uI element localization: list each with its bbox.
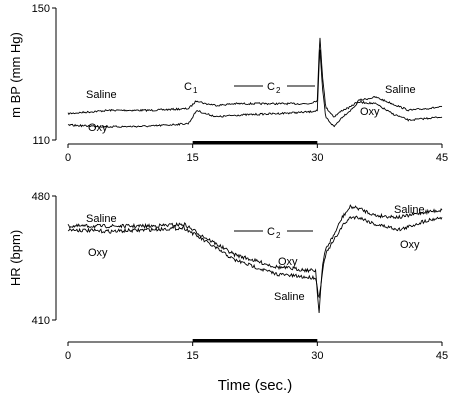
hr-c2-subscript: 2 [276, 231, 281, 240]
bp-annotation-c2: C 2 [234, 81, 315, 95]
bp-series-lines [67, 37, 443, 129]
hr-y-tick-label-480: 480 [32, 191, 50, 203]
hr-x-tick-label-15: 15 [187, 350, 199, 362]
bp-x-tick-label-15: 15 [187, 152, 199, 164]
bp-panel: m BP (mm Hg) 150 110 0 15 30 45 Saline Oxy … [8, 3, 448, 164]
x-axis-label: Time (sec.) [218, 377, 292, 394]
hr-c2-letter: C [267, 226, 275, 238]
bp-c1-letter: C [184, 81, 192, 93]
hr-series-lines [67, 204, 443, 314]
bp-c2-subscript: 2 [276, 86, 281, 95]
hr-label-oxy-left: Oxy [88, 247, 108, 259]
bp-y-tick-label-110: 110 [32, 135, 50, 147]
hr-series-saline [67, 204, 443, 314]
hr-x-tick-label-0: 0 [65, 350, 71, 362]
bp-series-oxy [67, 49, 443, 129]
hr-label-oxy-right: Oxy [400, 239, 420, 251]
bp-treatment-bar [192, 141, 318, 144]
bp-c2-letter: C [267, 81, 275, 93]
hr-label-saline-right: Saline [394, 204, 425, 216]
bp-series-saline [67, 37, 443, 118]
bp-label-oxy-right: Oxy [360, 106, 380, 118]
hr-panel: HR (bpm) 480 410 0 15 30 45 Saline Oxy Oxy … [8, 191, 448, 394]
bp-x-tick-label-0: 0 [65, 152, 71, 164]
bp-x-tick-label-30: 30 [311, 152, 323, 164]
hr-x-ticks: 0 15 30 45 [65, 342, 448, 362]
bp-y-tick-label-150: 150 [32, 3, 50, 15]
hr-treatment-bar [192, 339, 318, 342]
bp-label-saline-left: Saline [86, 89, 117, 101]
hr-series-oxy [67, 215, 443, 299]
bp-c1-subscript: 1 [193, 86, 198, 95]
bp-x-tick-label-45: 45 [436, 152, 448, 164]
bp-y-axis-label: m BP (mm Hg) [8, 32, 23, 118]
bp-x-ticks: 0 15 30 45 [65, 144, 448, 164]
hr-x-tick-label-30: 30 [311, 350, 323, 362]
hr-label-saline-mid: Saline [274, 291, 305, 303]
hr-label-oxy-mid: Oxy [278, 256, 298, 268]
hr-y-axis-label: HR (bpm) [8, 230, 23, 286]
hr-label-saline-left: Saline [86, 213, 117, 225]
hr-x-tick-label-45: 45 [436, 350, 448, 362]
bp-label-oxy-left: Oxy [88, 122, 108, 134]
bp-annotation-c1: C 1 [184, 81, 198, 95]
hr-y-tick-label-410: 410 [32, 315, 50, 327]
bp-label-saline-right: Saline [385, 84, 416, 96]
hr-annotation-c2: C 2 [234, 226, 313, 240]
